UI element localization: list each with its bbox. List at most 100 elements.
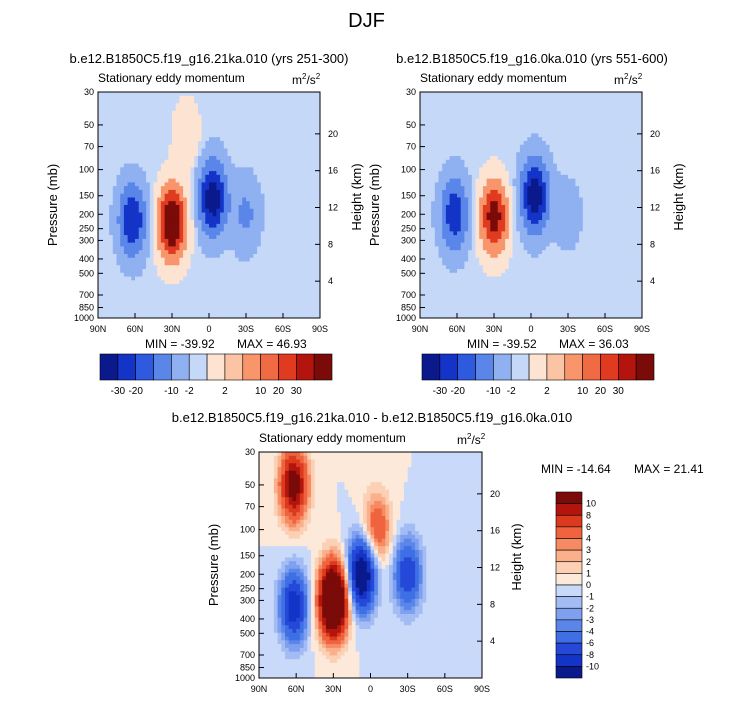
field-cell (131, 167, 136, 172)
field-cell (453, 167, 458, 172)
field-cell (475, 122, 480, 127)
field-cell (260, 140, 265, 146)
field-cell (242, 238, 247, 244)
field-cell (212, 227, 217, 232)
field-cell (260, 231, 265, 236)
field-cell (190, 92, 195, 97)
field-cell (627, 159, 632, 165)
field-cell (471, 92, 476, 97)
field-cell (271, 148, 277, 153)
field-cell (553, 122, 558, 127)
field-cell (286, 257, 291, 262)
field-cell (101, 299, 106, 304)
field-cell (116, 152, 121, 157)
field-cell (131, 103, 136, 108)
field-cell (279, 159, 284, 165)
field-cell (268, 242, 273, 247)
field-cell (449, 159, 454, 165)
field-cell (168, 133, 173, 138)
field-cell (127, 310, 132, 315)
field-cell (116, 122, 121, 127)
field-cell (175, 269, 180, 274)
field-cell (253, 103, 258, 108)
field-cell (268, 182, 273, 187)
field-cell (471, 114, 476, 119)
field-cell (234, 280, 240, 285)
field-cell (264, 295, 269, 300)
field-cell (223, 189, 228, 195)
field-cell (453, 110, 458, 116)
field-cell (571, 159, 576, 165)
field-cell (216, 306, 221, 311)
field-cell (186, 186, 191, 191)
field-cell (127, 306, 132, 311)
field-cell (216, 280, 221, 285)
field-cell (231, 223, 236, 229)
field-cell (516, 156, 521, 161)
field-cell (560, 103, 565, 108)
field-cell (442, 103, 447, 108)
field-cell (101, 163, 106, 168)
field-cell (445, 159, 451, 165)
field-cell (505, 152, 510, 157)
field-cell (482, 148, 488, 153)
field-cell (538, 137, 543, 142)
field-cell (168, 287, 173, 293)
field-cell (301, 92, 306, 97)
field-cell (172, 306, 177, 311)
field-cell (257, 265, 262, 270)
field-cell (123, 257, 129, 262)
field-cell (149, 137, 154, 142)
field-cell (168, 257, 173, 262)
field-cell (201, 269, 206, 274)
field-cell (138, 186, 143, 191)
field-cell (575, 133, 580, 138)
field-cell (627, 140, 632, 146)
field-cell (220, 110, 225, 116)
field-cell (294, 201, 299, 206)
field-cell (283, 152, 288, 157)
field-cell (197, 189, 203, 195)
field-cell (157, 242, 162, 247)
field-cell (464, 144, 469, 149)
field-cell (553, 125, 558, 131)
field-cell (168, 205, 173, 210)
field-cell (209, 178, 214, 183)
field-cell (264, 122, 269, 127)
field-cell (146, 257, 151, 262)
field-cell (160, 220, 166, 225)
field-cell (545, 122, 550, 127)
field-cell (238, 280, 243, 285)
field-cell (120, 178, 125, 183)
field-cell (227, 302, 232, 308)
field-cell (101, 182, 106, 187)
field-cell (205, 92, 210, 97)
field-cell (160, 302, 166, 308)
field-cell (475, 103, 480, 108)
field-cell (619, 152, 624, 157)
field-cell (257, 299, 262, 304)
field-cell (593, 103, 599, 108)
field-cell (542, 159, 547, 165)
field-cell (131, 257, 136, 262)
field-cell (316, 144, 320, 149)
field-cell (205, 178, 210, 183)
field-cell (260, 125, 265, 131)
field-cell (534, 110, 539, 116)
field-cell (460, 152, 465, 157)
field-cell (590, 122, 595, 127)
field-cell (98, 201, 103, 206)
panel-2-units: m2/s2 (614, 72, 643, 87)
field-cell (175, 114, 180, 119)
field-cell (146, 235, 151, 240)
field-cell (264, 99, 269, 104)
field-cell (471, 133, 476, 138)
field-cell (564, 92, 569, 97)
field-cell (271, 246, 277, 251)
field-cell (460, 107, 465, 112)
field-cell (312, 182, 317, 187)
field-cell (120, 284, 125, 289)
field-cell (253, 114, 258, 119)
field-cell (98, 125, 103, 131)
field-cell (619, 137, 624, 142)
